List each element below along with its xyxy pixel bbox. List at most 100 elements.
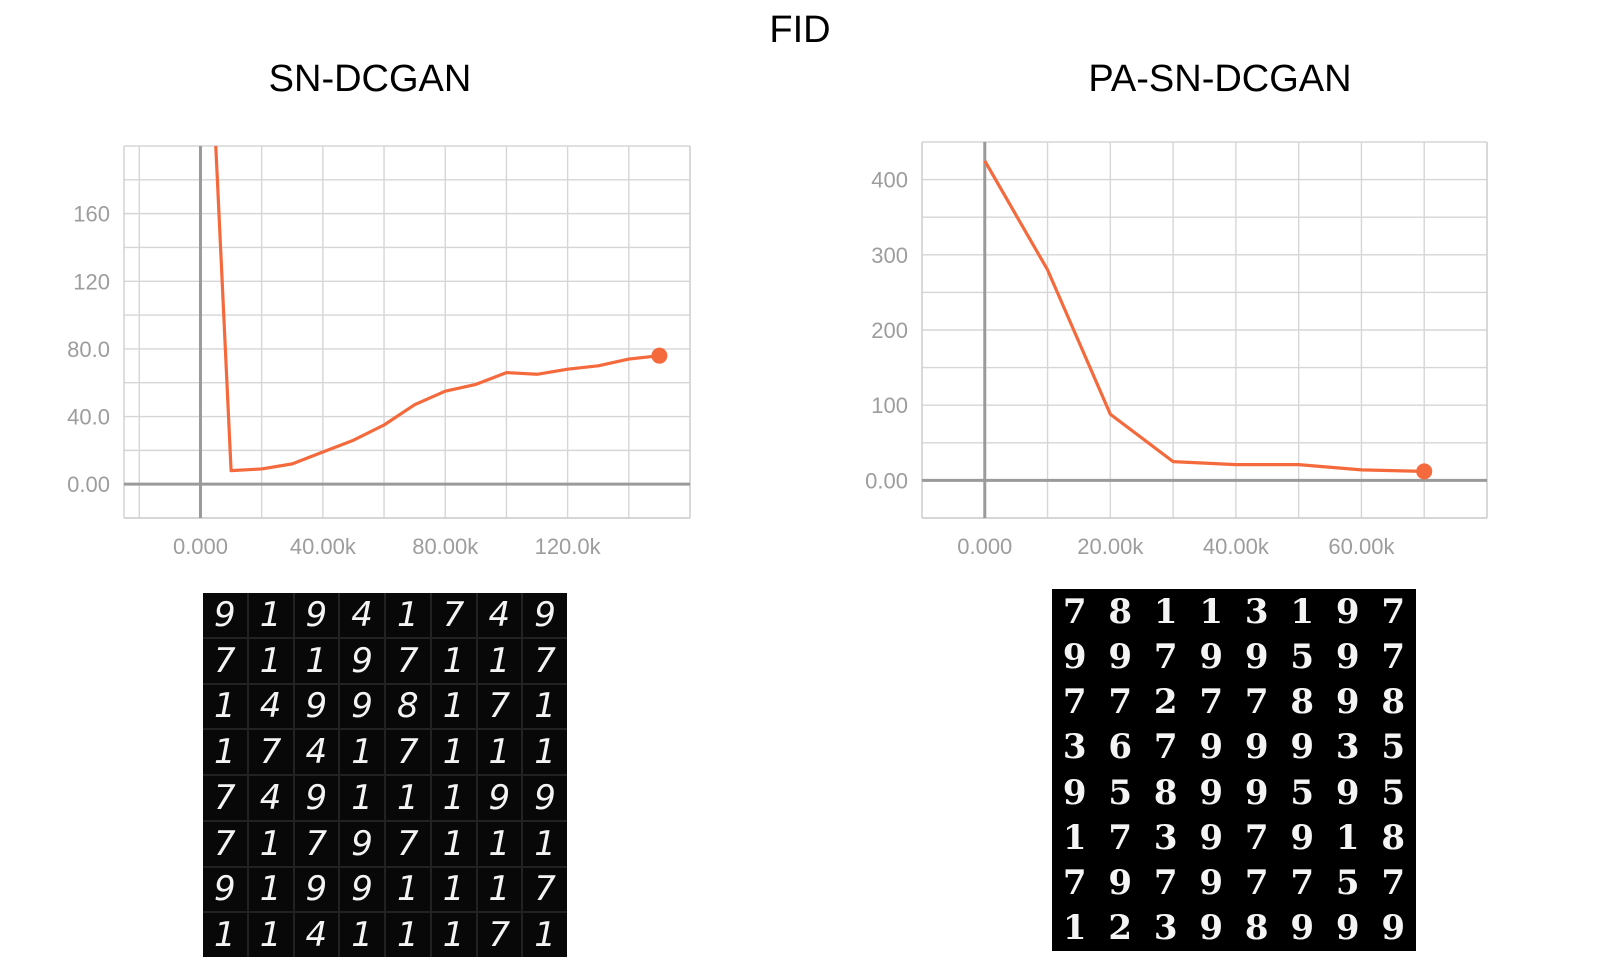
sample-digit: 1: [340, 913, 384, 957]
sample-digit: 3: [1062, 727, 1087, 768]
sample-digit: 9: [1199, 863, 1224, 904]
sample-digit: 9: [1335, 636, 1360, 677]
sample-digit: 9: [340, 867, 384, 912]
sample-digit: 5: [1290, 772, 1315, 813]
sample-digit: 8: [1290, 682, 1315, 723]
sample-digit: 1: [523, 730, 567, 774]
sample-digit: 8: [1244, 908, 1269, 949]
sample-digit: 7: [386, 638, 430, 683]
sample-digit: 9: [1290, 727, 1315, 768]
sample-digit: 9: [1062, 772, 1087, 813]
y-tick-label: 80.0: [67, 337, 110, 362]
sample-digit: 1: [203, 730, 247, 774]
sample-digit: 1: [523, 913, 567, 957]
sample-digit: 1: [340, 776, 384, 820]
sample-digit: 8: [1153, 772, 1178, 813]
sample-digit: 9: [294, 867, 339, 912]
sample-digit: 9: [1290, 908, 1315, 949]
sample-digit: 7: [1108, 682, 1133, 723]
sample-digit: 9: [1199, 772, 1224, 813]
sample-digit: 1: [431, 821, 476, 866]
sample-digit: 9: [523, 593, 567, 637]
sample-digit: 7: [386, 821, 430, 866]
sample-digit: 1: [248, 638, 293, 683]
sample-digit: 7: [248, 730, 293, 774]
sample-digit: 1: [203, 684, 247, 729]
sample-digit: 5: [1335, 863, 1360, 904]
sample-digit: 9: [1108, 636, 1133, 677]
sample-digit: 5: [1381, 772, 1406, 813]
sample-digit: 7: [1062, 682, 1087, 723]
sample-digit: 7: [431, 593, 476, 637]
sample-digit: 1: [340, 730, 384, 774]
sample-digit: 9: [340, 821, 384, 866]
sample-digit: 9: [1199, 727, 1224, 768]
sample-digit: 1: [431, 913, 476, 957]
sample-digit: 7: [523, 867, 567, 912]
sample-digit: 9: [1199, 636, 1224, 677]
sample-digit: 1: [1153, 591, 1178, 632]
sample-digit: 9: [294, 776, 339, 820]
sample-digit: 2: [1153, 682, 1178, 723]
sample-digit: 1: [477, 730, 522, 774]
sample-digit: 8: [1381, 682, 1406, 723]
sample-digit: 9: [340, 638, 384, 683]
sample-digit: 5: [1290, 636, 1315, 677]
y-tick-label: 100: [871, 393, 908, 418]
sample-digit: 4: [248, 776, 293, 820]
sample-digit: 1: [203, 913, 247, 957]
sample-digit: 9: [294, 593, 339, 637]
sample-digit: 7: [1199, 682, 1224, 723]
sample-digit: 5: [1381, 727, 1406, 768]
sample-digit: 7: [1381, 636, 1406, 677]
sample-digit: 1: [386, 867, 430, 912]
sample-digit: 9: [1062, 636, 1087, 677]
sample-digit: 1: [1335, 817, 1360, 858]
sample-digit: 2: [1108, 908, 1133, 949]
y-tick-label: 200: [871, 318, 908, 343]
y-tick-label: 0.00: [67, 472, 110, 497]
sample-digit: 8: [1108, 591, 1133, 632]
sample-digit: 7: [1290, 863, 1315, 904]
y-tick-label: 300: [871, 243, 908, 268]
right-chart-title: PA-SN-DCGAN: [1088, 58, 1352, 100]
y-tick-label: 0.00: [865, 468, 908, 493]
sample-digit: 9: [1335, 682, 1360, 723]
sn-dcgan-fid-chart: 0.000 40.00k 80.00k 120.0k 0.00 40.0 80.0 120 16…: [67, 145, 691, 559]
sample-digit: 9: [1244, 727, 1269, 768]
sample-digit: 9: [1199, 817, 1224, 858]
last-point-marker: [1416, 463, 1433, 480]
sample-digit: 1: [248, 593, 293, 637]
sample-digit: 1: [431, 776, 476, 820]
sample-digit: 7: [1153, 863, 1178, 904]
sample-digit: 1: [523, 684, 567, 729]
sample-digit: 7: [1244, 863, 1269, 904]
sample-digit: 7: [1153, 636, 1178, 677]
sample-digit: 1: [386, 593, 430, 637]
sample-digit: 7: [203, 638, 247, 683]
sample-digit: 3: [1335, 727, 1360, 768]
sample-digit: 9: [1108, 863, 1133, 904]
x-tick-label: 20.00k: [1077, 534, 1144, 559]
sample-digit: 1: [386, 776, 430, 820]
sample-digit: 1: [523, 821, 567, 866]
sample-digit: 7: [1108, 817, 1133, 858]
left-chart-title: SN-DCGAN: [268, 58, 472, 100]
sample-digit: 1: [1199, 591, 1224, 632]
y-tick-label: 120: [73, 269, 110, 294]
last-point-marker: [651, 347, 668, 364]
sample-digit: 9: [203, 867, 247, 912]
x-tick-label: 0.000: [957, 534, 1012, 559]
sample-digit: 7: [1381, 591, 1406, 632]
sample-digit: 4: [340, 593, 384, 637]
sample-digit: 9: [294, 684, 339, 729]
fid-series-line: [214, 146, 660, 473]
sample-digit: 1: [431, 684, 476, 729]
sample-digit: 1: [431, 730, 476, 774]
sample-digit: 1: [431, 867, 476, 912]
sample-digit: 7: [203, 776, 247, 820]
sample-digit: 9: [203, 593, 247, 637]
sample-digit: 9: [1244, 772, 1269, 813]
sample-digit: 7: [1244, 682, 1269, 723]
sample-digit: 7: [1062, 863, 1087, 904]
